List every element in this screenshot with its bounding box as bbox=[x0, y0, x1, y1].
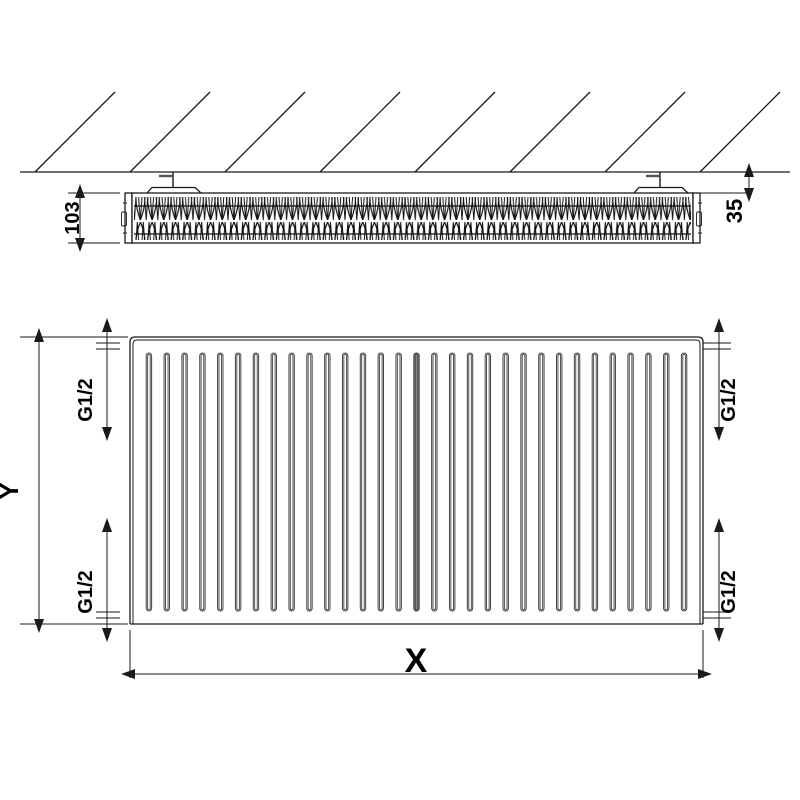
svg-text:X: X bbox=[405, 642, 428, 680]
svg-text:35: 35 bbox=[722, 199, 747, 223]
svg-text:G1/2: G1/2 bbox=[75, 378, 97, 421]
svg-text:G1/2: G1/2 bbox=[718, 570, 740, 613]
svg-text:103: 103 bbox=[62, 201, 84, 234]
svg-text:Y: Y bbox=[0, 482, 24, 499]
svg-text:G1/2: G1/2 bbox=[718, 378, 740, 421]
svg-text:G1/2: G1/2 bbox=[75, 570, 97, 613]
